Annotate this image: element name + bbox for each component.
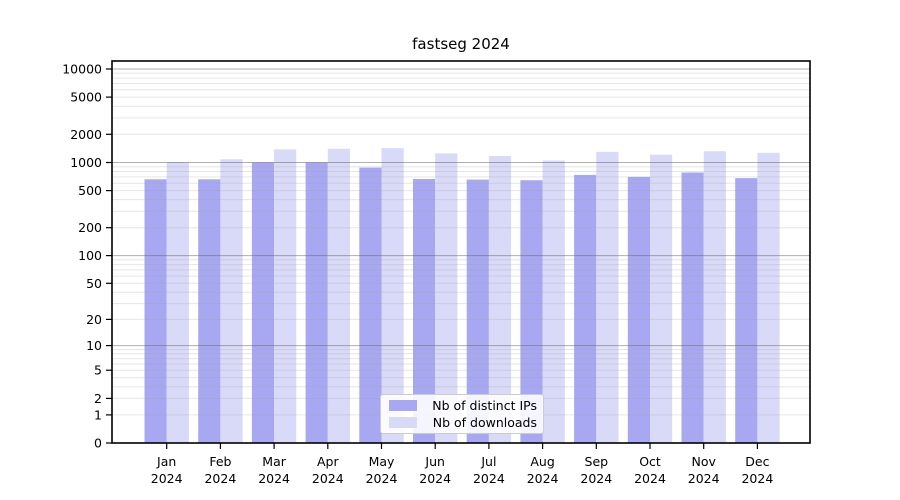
- y-tick-label: 50: [86, 276, 102, 291]
- bar-downloads-feb: [220, 159, 243, 444]
- x-tick-label-month: Aug: [530, 454, 554, 469]
- x-tick-label-year: 2024: [473, 471, 505, 486]
- legend-item-downloads: Nb of downloads: [387, 415, 537, 430]
- x-tick-label-month: May: [369, 454, 395, 469]
- bar-downloads-dec: [757, 152, 780, 444]
- legend-swatch-distinct-ips: [389, 400, 417, 411]
- y-tick-label: 20: [86, 312, 102, 327]
- x-tick-label-year: 2024: [258, 471, 290, 486]
- x-tick-label-month: Mar: [262, 454, 286, 469]
- bar-downloads-may: [381, 148, 404, 443]
- legend-swatch-downloads: [389, 417, 417, 428]
- x-tick-label-year: 2024: [688, 471, 720, 486]
- bar-ips-nov: [681, 172, 704, 443]
- bar-downloads-nov: [703, 151, 726, 443]
- y-tick-label: 100: [78, 248, 102, 263]
- bar-downloads-jan: [166, 162, 189, 443]
- x-tick-label-month: Oct: [639, 454, 661, 469]
- bar-ips-jan: [144, 179, 167, 444]
- bar-downloads-jun: [435, 153, 458, 443]
- y-tick-label: 5: [94, 363, 102, 378]
- bar-ips-sep: [574, 174, 597, 443]
- bar-downloads-oct: [650, 154, 673, 443]
- x-tick-label-year: 2024: [312, 471, 344, 486]
- x-tick-label-year: 2024: [527, 471, 559, 486]
- legend-label-downloads: Nb of downloads: [432, 415, 537, 430]
- x-tick-label-month: Jun: [424, 454, 445, 469]
- x-tick-label-year: 2024: [151, 471, 183, 486]
- x-tick-label-year: 2024: [741, 471, 773, 486]
- y-tick-label: 10: [86, 338, 102, 353]
- x-tick-label-month: Jan: [156, 454, 176, 469]
- y-tick-label: 200: [78, 220, 102, 235]
- x-tick-label-year: 2024: [204, 471, 236, 486]
- bar-ips-jun: [413, 179, 436, 443]
- x-tick-label-month: Nov: [691, 454, 716, 469]
- y-tick-label: 2: [94, 391, 102, 406]
- y-tick-label: 2000: [70, 127, 102, 142]
- x-tick-label-month: Dec: [745, 454, 769, 469]
- legend-item-distinct-ips: Nb of distinct IPs: [387, 398, 537, 413]
- bar-downloads-jul: [488, 156, 512, 443]
- bar-downloads-aug: [542, 160, 565, 443]
- bar-downloads-sep: [596, 151, 619, 444]
- y-tick-label: 1000: [70, 155, 102, 170]
- bar-ips-may: [359, 167, 382, 443]
- bar-ips-jul: [466, 179, 489, 443]
- x-tick-label-year: 2024: [634, 471, 666, 486]
- bar-ips-apr: [305, 162, 328, 443]
- x-tick-label-month: Feb: [209, 454, 231, 469]
- x-tick-label-year: 2024: [366, 471, 398, 486]
- bar-downloads-mar: [274, 149, 297, 443]
- y-tick-label: 0: [94, 436, 102, 451]
- bar-ips-feb: [198, 179, 221, 444]
- bar-ips-oct: [627, 176, 650, 443]
- x-tick-label-month: Sep: [585, 454, 609, 469]
- x-tick-label-month: Jul: [480, 454, 496, 469]
- x-tick-label-year: 2024: [580, 471, 612, 486]
- bar-downloads-apr: [327, 148, 350, 444]
- y-tick-label: 10000: [62, 62, 102, 77]
- chart-title: fastseg 2024: [412, 35, 510, 53]
- x-tick-label-year: 2024: [419, 471, 451, 486]
- bar-ips-aug: [520, 180, 543, 443]
- bar-ips-dec: [735, 178, 758, 443]
- bar-ips-mar: [251, 162, 275, 443]
- y-tick-label: 1: [94, 407, 102, 422]
- legend: Nb of distinct IPs Nb of downloads: [380, 394, 544, 434]
- plot-border: [111, 60, 811, 444]
- x-tick-label-month: Apr: [317, 454, 339, 469]
- y-tick-label: 5000: [70, 90, 102, 105]
- legend-label-distinct-ips: Nb of distinct IPs: [432, 398, 537, 413]
- y-tick-label: 500: [78, 183, 102, 198]
